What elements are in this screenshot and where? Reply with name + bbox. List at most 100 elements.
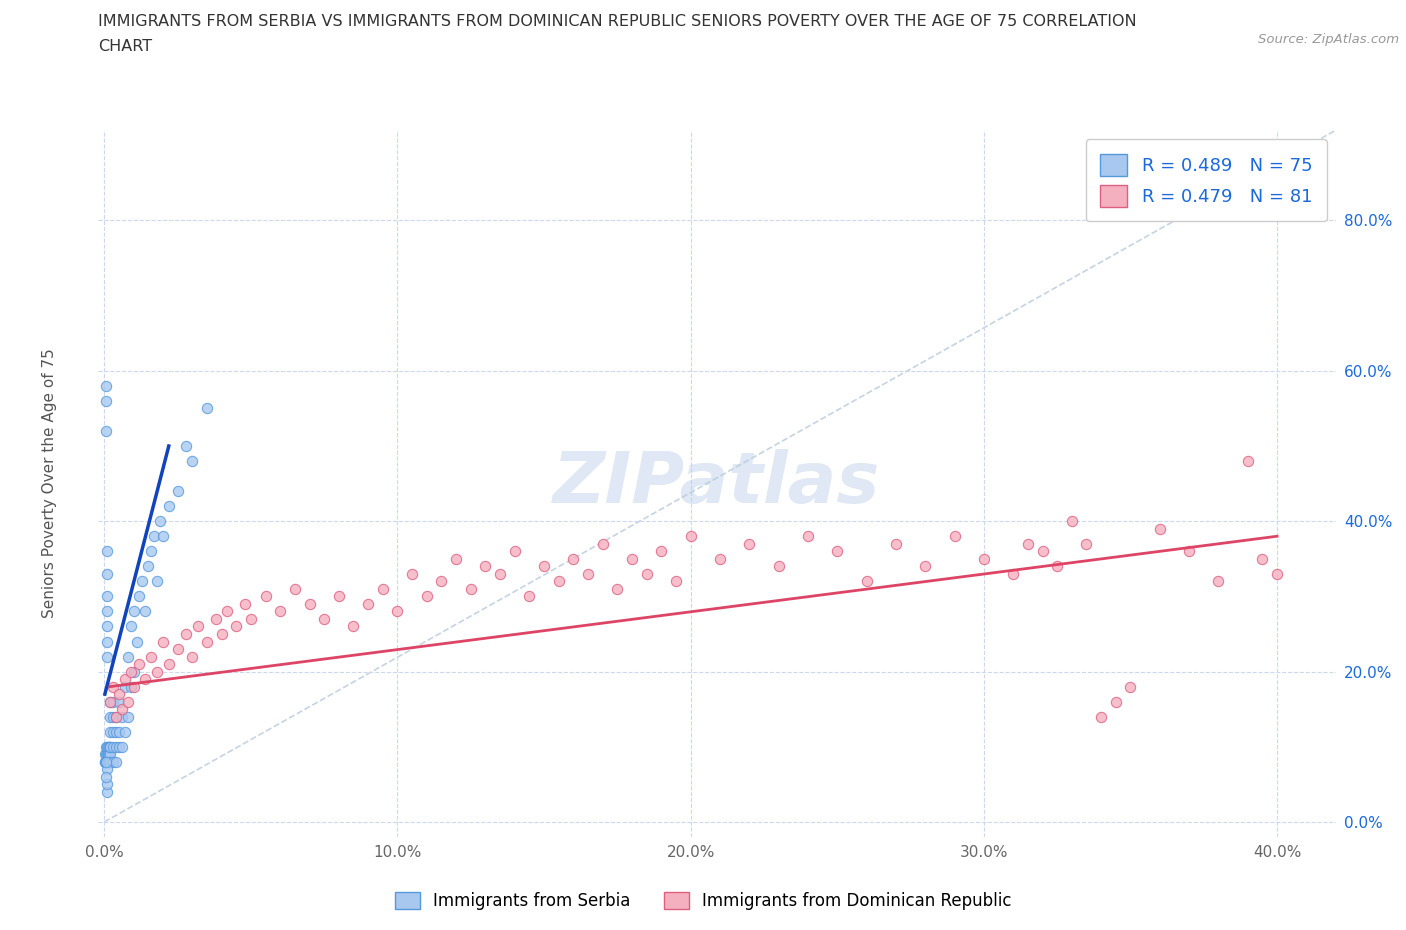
- Point: [96, 747, 118, 762]
- Point: [96, 634, 118, 649]
- Point: [195, 401, 218, 416]
- Point: [108, 739, 131, 754]
- Point: [136, 559, 159, 574]
- Point: [96, 747, 118, 762]
- Point: [105, 754, 128, 769]
- Point: [1208, 574, 1230, 589]
- Point: [738, 537, 761, 551]
- Legend: Immigrants from Serbia, Immigrants from Dominican Republic: Immigrants from Serbia, Immigrants from …: [388, 885, 1018, 917]
- Point: [621, 551, 644, 566]
- Point: [101, 710, 124, 724]
- Point: [108, 686, 131, 701]
- Point: [1060, 513, 1083, 528]
- Point: [128, 589, 150, 604]
- Point: [152, 634, 174, 649]
- Point: [1149, 522, 1171, 537]
- Point: [94, 423, 117, 438]
- Point: [94, 747, 117, 762]
- Point: [122, 604, 145, 618]
- Point: [98, 724, 121, 739]
- Point: [576, 566, 599, 581]
- Point: [225, 619, 247, 634]
- Point: [943, 529, 966, 544]
- Point: [120, 679, 142, 694]
- Point: [211, 627, 233, 642]
- Point: [134, 671, 156, 686]
- Point: [855, 574, 877, 589]
- Point: [650, 544, 672, 559]
- Point: [96, 754, 118, 769]
- Point: [101, 754, 124, 769]
- Point: [96, 754, 118, 769]
- Point: [239, 612, 262, 627]
- Point: [547, 574, 569, 589]
- Text: CHART: CHART: [98, 39, 152, 54]
- Point: [98, 739, 121, 754]
- Point: [636, 566, 658, 581]
- Point: [94, 739, 117, 754]
- Point: [973, 551, 995, 566]
- Point: [797, 529, 820, 544]
- Point: [94, 379, 117, 393]
- Point: [96, 589, 118, 604]
- Point: [1090, 710, 1112, 724]
- Legend: R = 0.489   N = 75, R = 0.479   N = 81: R = 0.489 N = 75, R = 0.479 N = 81: [1085, 140, 1327, 221]
- Text: ZIPatlas: ZIPatlas: [554, 449, 880, 518]
- Point: [94, 393, 117, 408]
- Point: [533, 559, 555, 574]
- Text: Source: ZipAtlas.com: Source: ZipAtlas.com: [1258, 33, 1399, 46]
- Point: [709, 551, 731, 566]
- Point: [606, 581, 628, 596]
- Point: [97, 747, 120, 762]
- Point: [122, 679, 145, 694]
- Point: [98, 754, 121, 769]
- Point: [105, 739, 128, 754]
- Point: [416, 589, 439, 604]
- Point: [105, 724, 128, 739]
- Point: [342, 619, 364, 634]
- Point: [768, 559, 790, 574]
- Point: [94, 754, 117, 769]
- Point: [357, 596, 380, 611]
- Point: [114, 671, 136, 686]
- Point: [269, 604, 291, 618]
- Point: [181, 454, 204, 469]
- Point: [884, 537, 907, 551]
- Point: [120, 664, 142, 679]
- Point: [111, 739, 134, 754]
- Point: [98, 694, 121, 709]
- Point: [125, 634, 148, 649]
- Point: [101, 694, 124, 709]
- Point: [519, 589, 541, 604]
- Point: [105, 710, 128, 724]
- Point: [94, 769, 117, 784]
- Point: [157, 498, 180, 513]
- Point: [98, 739, 121, 754]
- Point: [96, 777, 118, 791]
- Point: [387, 604, 409, 618]
- Point: [146, 574, 169, 589]
- Point: [149, 513, 172, 528]
- Point: [117, 710, 139, 724]
- Point: [97, 754, 120, 769]
- Point: [254, 589, 277, 604]
- Point: [96, 739, 118, 754]
- Point: [562, 551, 585, 566]
- Point: [94, 754, 117, 769]
- Point: [503, 544, 526, 559]
- Point: [120, 619, 142, 634]
- Point: [1031, 544, 1053, 559]
- Point: [328, 589, 350, 604]
- Point: [122, 664, 145, 679]
- Point: [152, 529, 174, 544]
- Point: [298, 596, 321, 611]
- Point: [98, 710, 121, 724]
- Point: [176, 627, 198, 642]
- Point: [143, 529, 166, 544]
- Point: [314, 612, 336, 627]
- Point: [1002, 566, 1025, 581]
- Point: [98, 739, 121, 754]
- Point: [371, 581, 394, 596]
- Point: [914, 559, 936, 574]
- Point: [117, 694, 139, 709]
